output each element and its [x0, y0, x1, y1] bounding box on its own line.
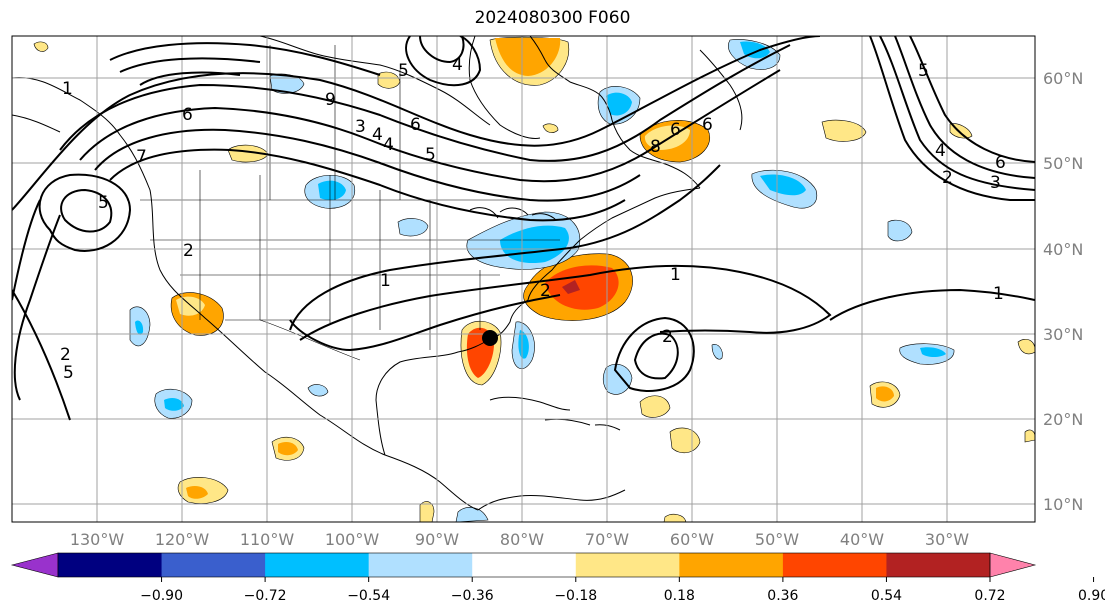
contour-jet-6 [109, 42, 381, 76]
contour-label: 6 [702, 115, 713, 135]
contour-jet-2 [59, 44, 791, 162]
colorbar-segment [58, 553, 163, 577]
contour-jet-4 [94, 128, 641, 202]
contour-trough [12, 289, 71, 421]
contour-label: 5 [98, 193, 109, 213]
colorbar-segment [679, 553, 784, 577]
colorbar-tick-label: 0.18 [664, 588, 695, 604]
lon-label: 60°W [670, 530, 714, 549]
contour-label: 3 [990, 173, 1001, 193]
contour-label: 2 [183, 241, 194, 261]
storm-position-marker [482, 330, 498, 346]
lat-label: 50°N [1043, 154, 1083, 173]
colorbar-segment [472, 553, 577, 577]
colorbar-tick-label: −0.18 [554, 588, 597, 604]
colorbar-tick-label: 0.90 [1078, 588, 1105, 604]
colorbar-extend-high [989, 552, 1037, 578]
contour-atlantic-low [613, 316, 695, 392]
lon-label: 30°W [925, 530, 969, 549]
contour-label: 2 [662, 327, 673, 347]
lon-label: 100°W [325, 530, 380, 549]
height-contours [12, 36, 1035, 421]
contour-label: 8 [650, 137, 661, 157]
contour-label: 6 [182, 105, 193, 125]
colorbar: −0.90 −0.72 −0.54 −0.36 −0.18 0.18 0.36 0.54 0.7… [10, 552, 1105, 604]
lon-label: 110°W [240, 530, 295, 549]
contour-jet-7 [119, 57, 261, 73]
colorbar-segment [161, 553, 266, 577]
contour-label: 2 [540, 281, 551, 301]
longitude-axis: 130°W 120°W 110°W 100°W 90°W 80°W 70°W 6… [70, 530, 969, 549]
lat-label: 20°N [1043, 410, 1083, 429]
contour-label: 5 [918, 61, 929, 81]
colorbar-frame [57, 552, 991, 578]
colorbar-tick-label: −0.72 [244, 588, 287, 604]
colorbar-segment [265, 553, 370, 577]
colorbar-tick-label: 0.36 [767, 588, 798, 604]
contour-pacific-low [38, 173, 132, 252]
contour-label: 9 [325, 90, 336, 110]
lon-label: 40°W [840, 530, 884, 549]
lon-label: 130°W [70, 530, 125, 549]
contour-label: 1 [993, 284, 1004, 304]
lat-label: 60°N [1043, 69, 1083, 88]
contour-jet-5 [109, 148, 626, 222]
contour-label: 5 [398, 61, 409, 81]
colorbar-segment [886, 553, 991, 577]
contour-label: 5 [425, 145, 436, 165]
contour-label: 7 [136, 147, 147, 167]
colorbar-segment [782, 553, 887, 577]
contour-label: 1 [670, 265, 681, 285]
contour-label: 4 [452, 55, 463, 75]
lon-label: 120°W [155, 530, 210, 549]
colorbar-extend-low [10, 552, 59, 578]
lon-label: 80°W [500, 530, 544, 549]
lon-label: 90°W [415, 530, 459, 549]
lon-label: 70°W [585, 530, 629, 549]
colorbar-segment [575, 553, 680, 577]
negative-anomaly-midwest [397, 218, 429, 237]
contour-label: 2 [942, 168, 953, 188]
peak-anomaly-east-coast [562, 280, 580, 294]
contour-label: 4 [935, 141, 946, 161]
colorbar-segment [368, 553, 473, 577]
lat-label: 10°N [1043, 495, 1083, 514]
colorbar-tick-label: −0.36 [451, 588, 494, 604]
colorbar-tick-label: −0.90 [140, 588, 183, 604]
strong-anomaly-east-coast [545, 265, 619, 310]
contour-label: 2 [60, 345, 71, 365]
contour-jet-8 [139, 71, 241, 86]
contour-label: 6 [410, 115, 421, 135]
map-frame [11, 35, 1036, 523]
coastlines [12, 36, 743, 511]
negative-anomaly-subtropics [602, 363, 633, 395]
contour-label: 5 [63, 363, 74, 383]
contour-jet-1 [12, 36, 821, 211]
colorbar-tick-label: 0.54 [871, 588, 902, 604]
contour-label: 3 [355, 117, 366, 137]
contour-jet-3 [79, 69, 781, 183]
latitude-axis: 60°N 50°N 40°N 30°N 20°N 10°N [1043, 69, 1083, 514]
contour-label: 6 [995, 153, 1006, 173]
contour-label: 4 [372, 125, 383, 145]
colorbar-tick-label: −0.54 [347, 588, 390, 604]
map-title: 2024080300 F060 [474, 8, 631, 28]
contour-labels: 5 4 5 6 9 4 3 2 5 6 7 4 5 6 8 2 5 1 1 1 … [60, 55, 1006, 383]
contour-label: 4 [383, 135, 394, 155]
lat-label: 30°N [1043, 325, 1083, 344]
contour-label: 1 [62, 79, 73, 99]
colorbar-tick-label: 0.72 [974, 588, 1005, 604]
contour-label: 6 [670, 120, 681, 140]
contour-label: 1 [380, 271, 391, 291]
lat-label: 40°N [1043, 240, 1083, 259]
lon-label: 50°W [755, 530, 799, 549]
